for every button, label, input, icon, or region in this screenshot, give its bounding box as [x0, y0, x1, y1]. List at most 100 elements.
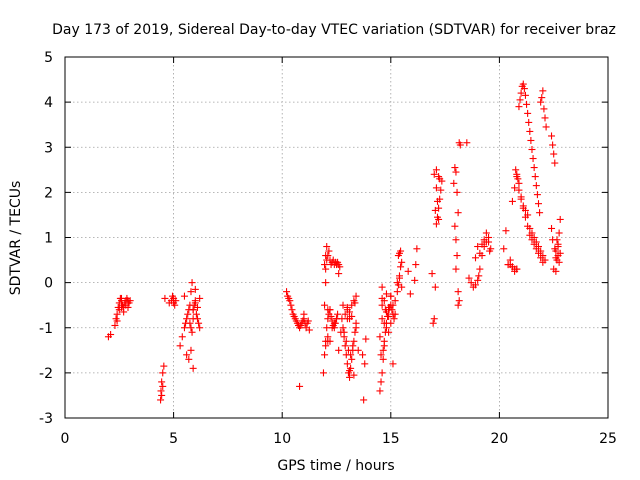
data-point: [186, 319, 194, 327]
data-point: [429, 319, 437, 327]
data-point: [107, 331, 115, 339]
data-point: [350, 371, 358, 379]
data-point: [436, 175, 444, 183]
data-point: [530, 240, 538, 248]
data-point: [395, 249, 403, 257]
data-point: [467, 279, 475, 287]
data-point: [540, 105, 548, 113]
data-point: [354, 346, 362, 354]
data-point: [537, 254, 545, 262]
data-point: [431, 283, 439, 291]
data-point: [476, 265, 484, 273]
data-point: [346, 308, 354, 316]
data-point: [550, 265, 558, 273]
data-point: [377, 378, 385, 386]
data-point: [341, 342, 349, 350]
data-point: [475, 272, 483, 280]
data-point: [532, 182, 540, 190]
data-point: [382, 290, 390, 298]
data-point: [465, 274, 473, 282]
data-point: [533, 191, 541, 199]
data-point: [431, 206, 439, 214]
data-point: [189, 306, 197, 314]
data-point: [176, 342, 184, 350]
data-point: [193, 303, 201, 311]
data-point: [517, 89, 525, 97]
data-point: [555, 229, 563, 237]
data-point: [430, 315, 438, 323]
data-point: [432, 220, 440, 228]
data-point: [393, 288, 401, 296]
data-point: [398, 258, 406, 266]
y-tick-label: 0: [44, 276, 53, 292]
data-point: [187, 288, 195, 296]
data-point: [296, 382, 304, 390]
data-point: [113, 317, 121, 325]
data-point: [348, 355, 356, 363]
data-point: [463, 139, 471, 147]
data-point: [157, 396, 165, 404]
data-point: [531, 173, 539, 181]
data-point: [352, 324, 360, 332]
data-point: [321, 301, 329, 309]
data-point: [432, 184, 440, 192]
data-point: [326, 306, 334, 314]
data-point: [538, 94, 546, 102]
data-point: [476, 249, 484, 257]
data-point: [184, 310, 192, 318]
data-point: [398, 283, 406, 291]
y-tick-label: -2: [39, 366, 53, 382]
data-point: [379, 355, 387, 363]
data-point: [111, 321, 119, 329]
data-point: [159, 369, 167, 377]
y-tick-label: 3: [44, 140, 53, 156]
data-point: [452, 236, 460, 244]
data-point: [534, 249, 542, 257]
data-point: [433, 197, 441, 205]
data-point: [521, 213, 529, 221]
data-point: [456, 141, 464, 149]
data-point: [511, 184, 519, 192]
data-point: [191, 299, 199, 307]
data-point: [478, 240, 486, 248]
data-point: [555, 258, 563, 266]
data-point: [454, 209, 462, 217]
data-point: [157, 387, 165, 395]
data-point: [454, 301, 462, 309]
data-point: [362, 335, 370, 343]
data-point: [395, 274, 403, 282]
data-point: [196, 294, 204, 302]
data-point: [117, 303, 125, 311]
data-point: [339, 301, 347, 309]
data-point: [454, 288, 462, 296]
data-point: [382, 324, 390, 332]
y-axis-label: SDTVAR / TECUs: [8, 181, 24, 296]
data-point: [339, 324, 347, 332]
data-point: [343, 360, 351, 368]
data-points: [104, 80, 564, 404]
data-point: [319, 369, 327, 377]
data-point: [382, 308, 390, 316]
x-tick-label: 5: [169, 431, 178, 447]
data-point: [406, 290, 414, 298]
data-point: [515, 179, 523, 187]
data-point: [539, 258, 547, 266]
data-point: [351, 299, 359, 307]
data-point: [391, 310, 399, 318]
data-point: [336, 263, 344, 271]
y-tick-label: 1: [44, 231, 53, 247]
data-point: [359, 351, 367, 359]
data-point: [378, 283, 386, 291]
data-point: [188, 279, 196, 287]
data-point: [376, 333, 384, 341]
data-point: [385, 303, 393, 311]
data-point: [347, 351, 355, 359]
data-point: [430, 170, 438, 178]
x-tick-label: 15: [382, 431, 400, 447]
data-point: [322, 265, 330, 273]
y-tick-label: 5: [44, 50, 53, 66]
data-point: [304, 317, 312, 325]
data-point: [158, 391, 166, 399]
data-point: [322, 342, 330, 350]
data-point: [340, 328, 348, 336]
